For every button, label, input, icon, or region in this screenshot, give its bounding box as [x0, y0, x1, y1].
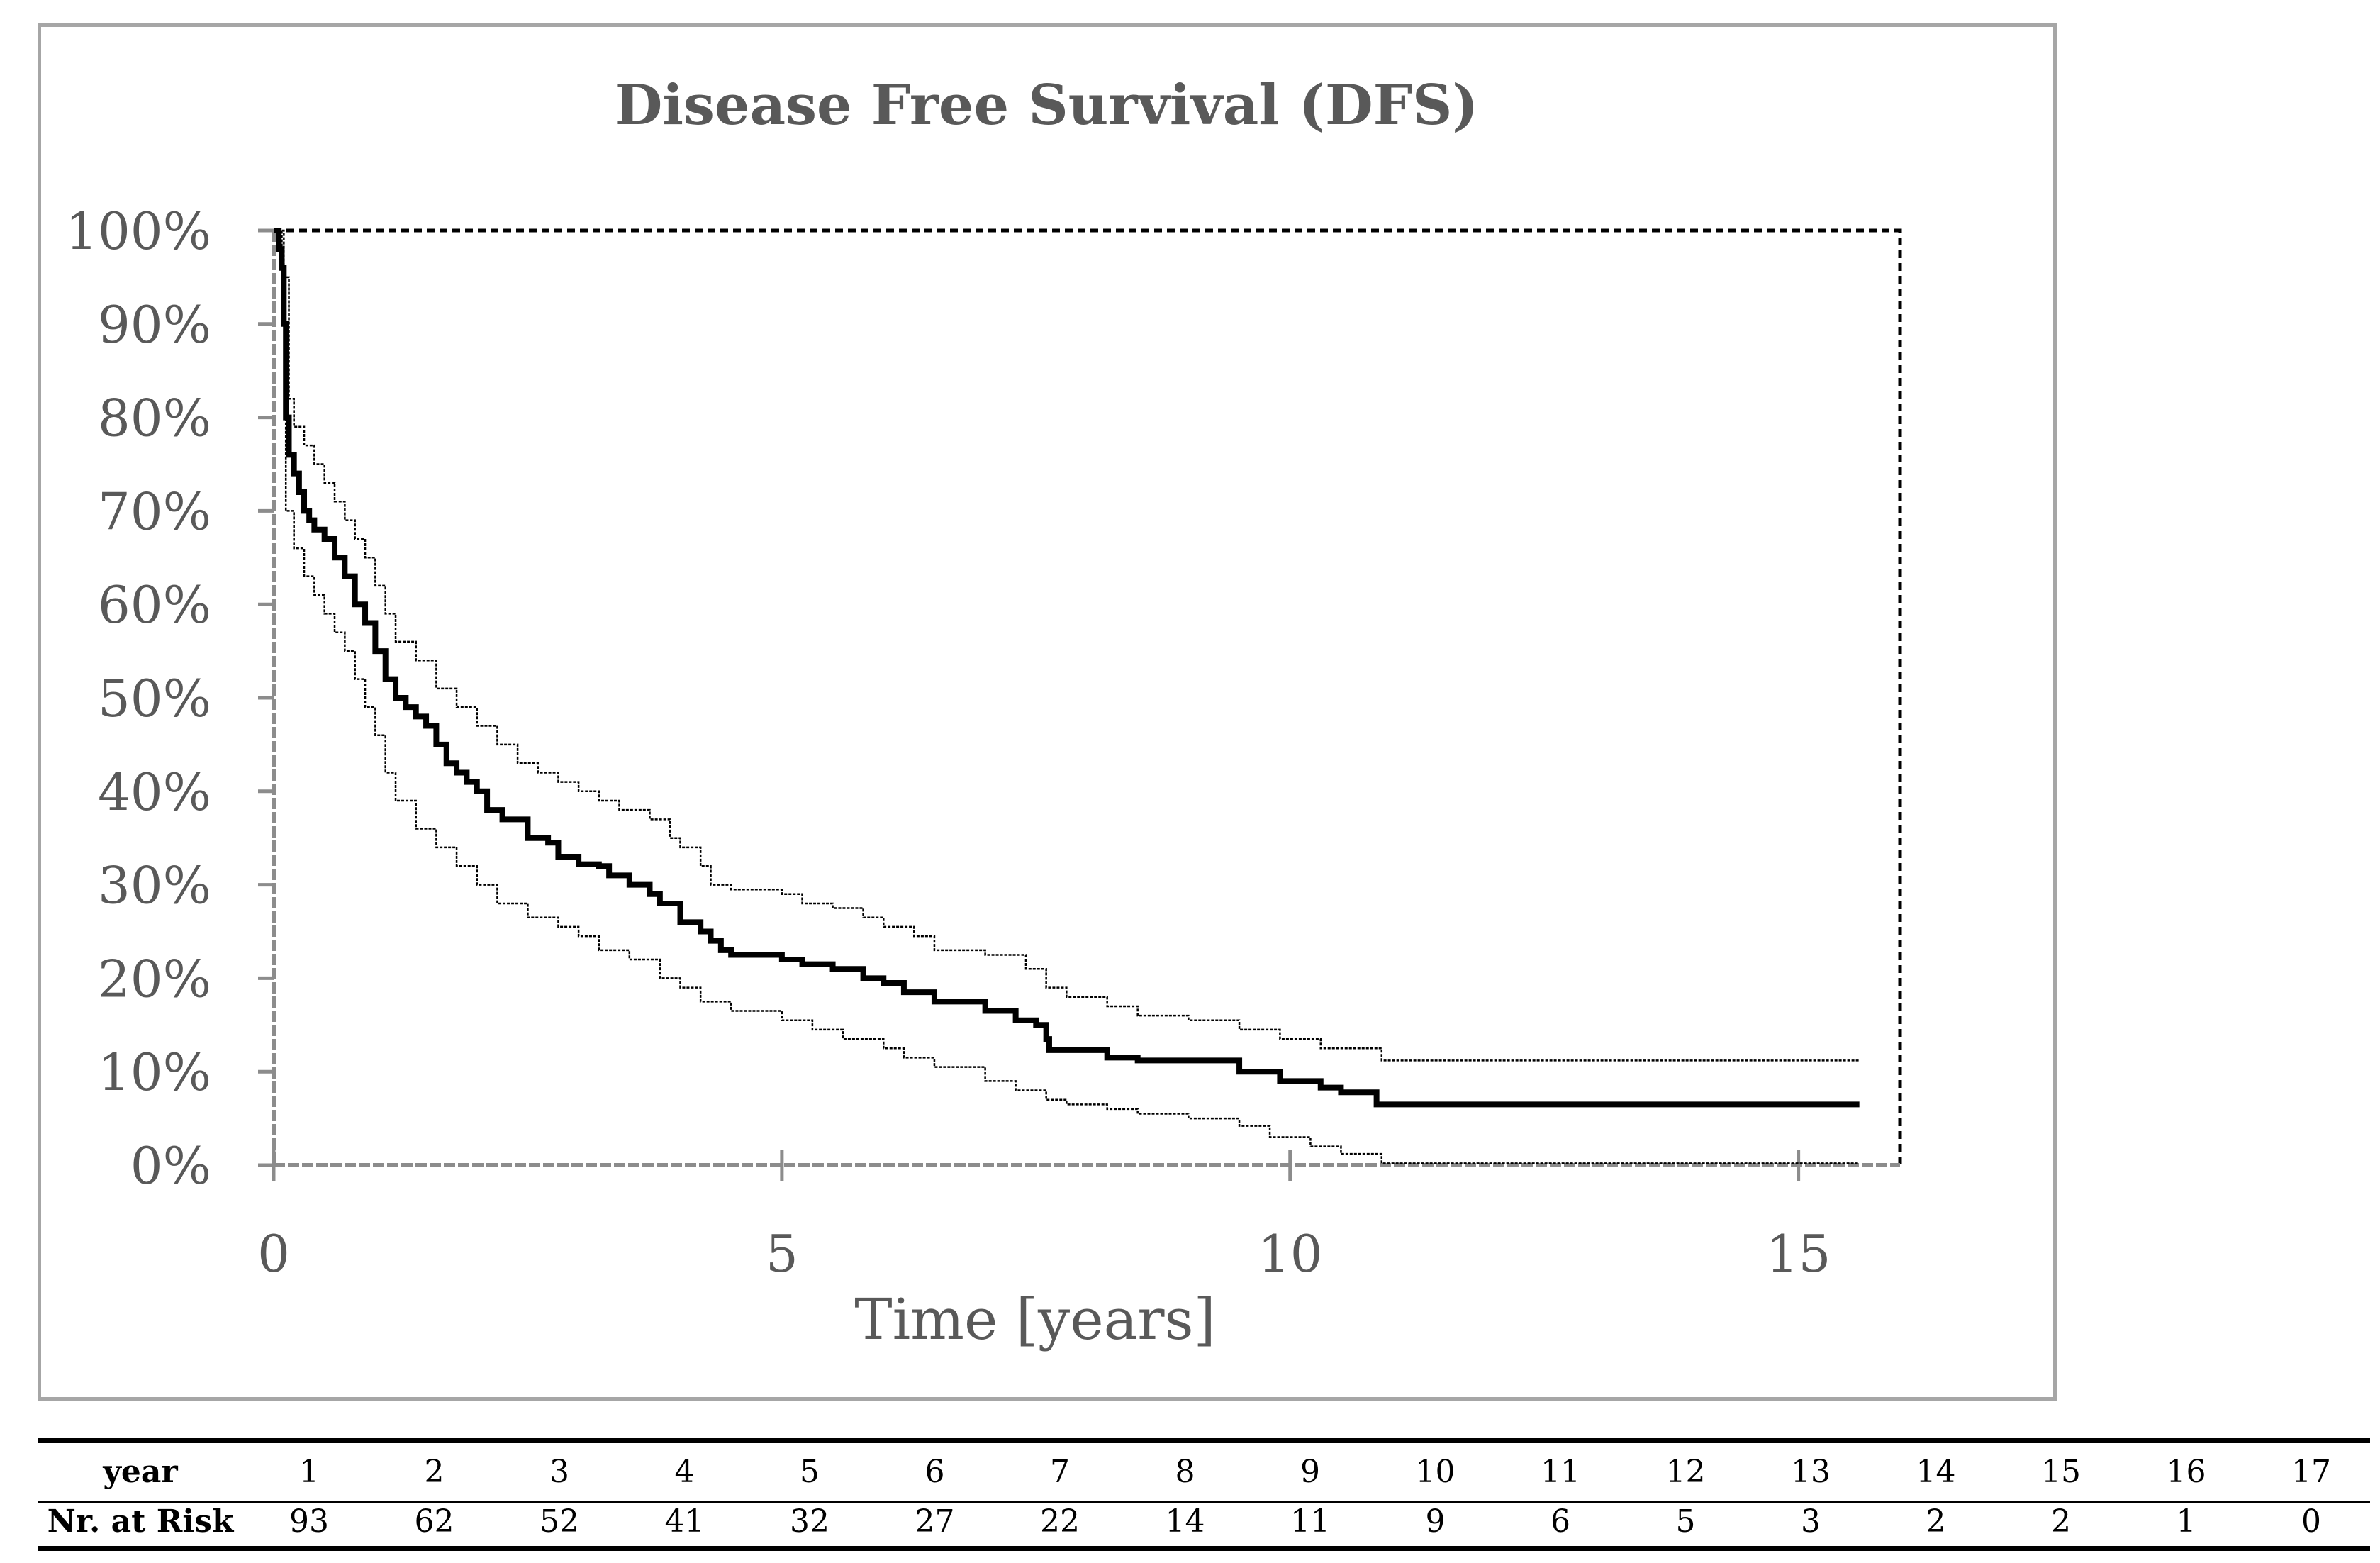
y-tick-label: 0%: [130, 1136, 211, 1196]
y-tick-label: 30%: [98, 856, 211, 916]
risk-year-cell: 17: [2291, 1454, 2331, 1490]
risk-count-cell: 5: [1675, 1503, 1696, 1540]
risk-table-top-rule: [38, 1438, 2370, 1443]
risk-count-cell: 2: [1926, 1503, 1946, 1540]
risk-year-cell: 5: [800, 1454, 820, 1490]
risk-year-cell: 6: [924, 1454, 945, 1490]
risk-table-bottom-rule: [38, 1546, 2370, 1551]
risk-count-cell: 14: [1165, 1503, 1205, 1540]
risk-year-cell: 7: [1050, 1454, 1070, 1490]
risk-year-cell: 12: [1665, 1454, 1706, 1490]
risk-count-cell: 41: [664, 1503, 705, 1540]
risk-year-cell: 13: [1791, 1454, 1831, 1490]
y-tick-label: 40%: [98, 762, 211, 822]
risk-count-cell: 93: [289, 1503, 329, 1540]
x-tick-label: 10: [1258, 1224, 1323, 1284]
plot-border: [274, 228, 1902, 1165]
y-tick-label: 100%: [65, 201, 211, 261]
risk-year-cell: 11: [1541, 1454, 1580, 1490]
risk-year-cell: 16: [2166, 1454, 2206, 1490]
risk-count-cell: 3: [1801, 1503, 1821, 1540]
lower-confidence-curve: [274, 229, 1860, 1164]
x-tick-label: 0: [257, 1224, 290, 1284]
risk-count-cell: 11: [1290, 1503, 1330, 1540]
risk-year-cell: 9: [1300, 1454, 1320, 1490]
risk-table-middle-rule: [38, 1501, 2370, 1503]
y-tick-label: 80%: [98, 389, 211, 448]
x-tick-label: 15: [1766, 1224, 1831, 1284]
survival-curve: [274, 228, 1860, 1108]
risk-count-cell: 52: [540, 1503, 579, 1540]
chart-title: Disease Free Survival (DFS): [615, 73, 1478, 138]
chart-frame: [38, 23, 2057, 1401]
survival-chart: Disease Free Survival (DFS) 0% 10% 20% 30% 4…: [65, 73, 1902, 1352]
risk-year-cell: 10: [1415, 1454, 1456, 1490]
risk-year-cell: 2: [424, 1454, 445, 1490]
risk-year-cell: 1: [299, 1454, 319, 1490]
risk-row-label: Nr. at Risk: [47, 1503, 234, 1540]
risk-year-cell: 3: [549, 1454, 569, 1490]
risk-count-cell: 1: [2176, 1503, 2196, 1540]
risk-count-cell: 6: [1551, 1503, 1570, 1540]
risk-count-cell: 9: [1425, 1503, 1446, 1540]
y-tick-label: 70%: [98, 482, 211, 541]
y-tick-label: 60%: [98, 575, 211, 635]
risk-year-cell: 4: [674, 1454, 695, 1490]
y-tick-label: 20%: [98, 949, 211, 1008]
risk-count-cell: 32: [790, 1503, 829, 1540]
upper-confidence-curve: [274, 229, 1860, 1062]
y-tick-label: 90%: [98, 295, 211, 355]
y-tick-label: 10%: [98, 1042, 211, 1102]
risk-year-cell: 8: [1175, 1454, 1195, 1490]
plot-area: 0% 10% 20% 30% 40% 50% 60% 70% 80% 90% 100% 0 5 10 15: [65, 201, 1902, 1284]
risk-year-cell: 15: [2041, 1454, 2081, 1490]
y-tick-label: 50%: [98, 669, 211, 728]
risk-count-cell: 2: [2051, 1503, 2071, 1540]
x-axis-label: Time [years]: [854, 1286, 1216, 1352]
risk-count-cell: 0: [2301, 1503, 2321, 1540]
x-tick-label: 5: [766, 1224, 798, 1284]
risk-count-cell: 27: [915, 1503, 955, 1540]
risk-year-cell: 14: [1916, 1454, 1956, 1490]
risk-count-cell: 22: [1040, 1503, 1080, 1540]
risk-row-label: year: [103, 1454, 178, 1490]
risk-count-cell: 62: [414, 1503, 454, 1540]
